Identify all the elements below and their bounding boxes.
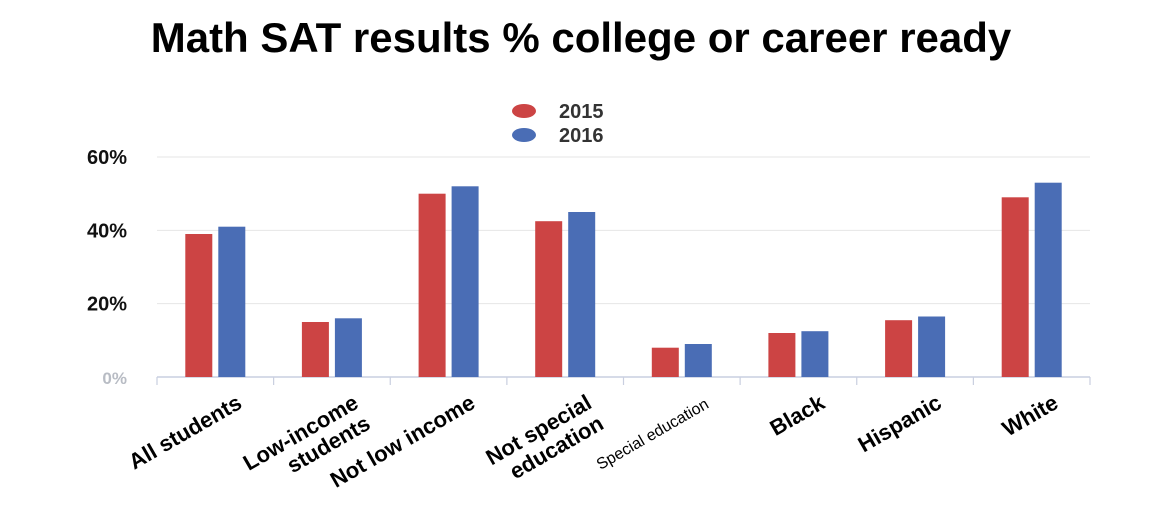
bar-2015-black bbox=[768, 333, 796, 377]
bar-2015-hispanic bbox=[885, 320, 913, 377]
bar-2016-low-income-students bbox=[334, 318, 362, 377]
legend-swatch-2015 bbox=[512, 104, 536, 118]
chart-title: Math SAT results % college or career rea… bbox=[151, 14, 1012, 61]
bar-2016-special-education bbox=[684, 344, 712, 377]
x-category-label: All students bbox=[124, 390, 246, 475]
x-category-label-line: Special education bbox=[594, 396, 712, 474]
grid bbox=[157, 156, 1090, 378]
bar-2016-white bbox=[1034, 182, 1062, 377]
bar-2015-not-special-education bbox=[535, 221, 563, 377]
x-category-label-line: All students bbox=[124, 390, 246, 475]
bar-2015-white bbox=[1001, 197, 1029, 377]
bar-2016-hispanic bbox=[918, 316, 946, 377]
y-axis: 0% 20% 40% 60% bbox=[87, 147, 127, 388]
y-tick-label: 20% bbox=[87, 294, 127, 316]
bars bbox=[185, 182, 1062, 377]
x-category-label: Black bbox=[766, 389, 830, 440]
y-tick-label: 40% bbox=[87, 220, 127, 242]
legend-swatch-2016 bbox=[512, 128, 536, 142]
y-tick-label: 0% bbox=[102, 369, 127, 388]
bar-2016-not-special-education bbox=[568, 212, 596, 377]
y-tick-label: 60% bbox=[87, 147, 127, 169]
x-category-label-line: Hispanic bbox=[854, 390, 946, 458]
bar-2015-all-students bbox=[185, 234, 213, 377]
bar-2016-black bbox=[801, 331, 829, 377]
x-category-label: Special education bbox=[594, 396, 712, 474]
bar-2015-not-low-income bbox=[418, 193, 446, 377]
bar-2016-all-students bbox=[218, 226, 246, 377]
x-category-label-line: White bbox=[998, 390, 1062, 442]
bar-2016-not-low-income bbox=[451, 186, 479, 377]
bar-2015-special-education bbox=[651, 347, 679, 377]
x-category-label-line: Black bbox=[766, 389, 830, 440]
legend-label: 2016 bbox=[559, 125, 604, 147]
x-category-label: Hispanic bbox=[854, 390, 946, 458]
bar-2015-low-income-students bbox=[301, 322, 329, 377]
x-category-label: White bbox=[998, 390, 1062, 442]
legend-label: 2015 bbox=[559, 101, 604, 123]
